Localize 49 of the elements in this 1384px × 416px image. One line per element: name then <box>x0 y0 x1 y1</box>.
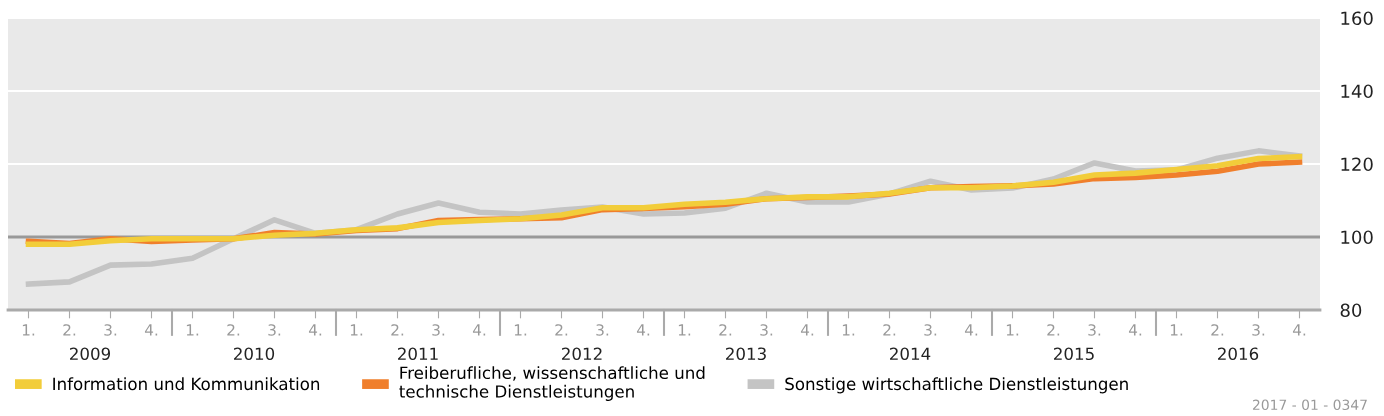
x-tick-label: 1. <box>842 324 855 336</box>
x-tick-label: 3. <box>1252 324 1265 336</box>
x-tick-label: 4. <box>1128 324 1142 336</box>
x-tick-label: 2. <box>719 324 732 336</box>
x-tick-label: 3. <box>268 324 281 336</box>
x-tick-label: 1. <box>22 324 35 336</box>
y-tick-label: 120 <box>1341 157 1373 172</box>
x-tick-label: 2. <box>63 324 76 336</box>
x-tick-label: 1. <box>1006 324 1019 336</box>
legend-label: Sonstige wirtschaftliche Dienstleistungen <box>785 377 1128 394</box>
x-tick-label: 3. <box>432 324 445 336</box>
y-tick-label: 160 <box>1341 11 1373 26</box>
text: 2011 <box>398 347 438 361</box>
x-tick-label: 4. <box>472 324 486 336</box>
x-tick-label: 4. <box>800 324 814 336</box>
text: 2016 <box>1218 347 1259 361</box>
y-tick-label: 140 <box>1341 84 1373 99</box>
x-tick-label: 2. <box>227 324 240 336</box>
x-tick-label: 3. <box>760 324 773 336</box>
x-tick-label: 4. <box>1292 324 1306 336</box>
x-tick-label: 4. <box>144 324 158 336</box>
text: 2010 <box>234 347 275 361</box>
x-tick-label: 4. <box>636 324 650 336</box>
x-tick-label: 2. <box>555 324 568 336</box>
legend-label: Information und Kommunikation <box>53 377 320 391</box>
x-tick-label: 3. <box>596 324 609 336</box>
x-tick-label: 2. <box>1047 324 1060 336</box>
x-tick-label: 1. <box>1170 324 1183 336</box>
x-tick-label: 3. <box>1088 324 1101 336</box>
text: 2012 <box>562 347 602 361</box>
x-tick-label: 1. <box>186 324 199 336</box>
x-tick-label: 4. <box>964 324 978 336</box>
legend-label: Freiberufliche, wissenschaftliche und technische Dienstleistungen <box>399 366 705 401</box>
y-tick-label: 100 <box>1341 230 1373 245</box>
text: 2013 <box>726 347 766 361</box>
x-tick-label: 2. <box>391 324 404 336</box>
text: 2009 <box>70 347 111 361</box>
x-tick-label: 3. <box>104 324 117 336</box>
x-tick-label: 1. <box>514 324 527 336</box>
x-tick-label: 4. <box>308 324 322 336</box>
text: 2017 - 01 - 0347 <box>1252 399 1367 411</box>
text: 2014 <box>890 347 931 361</box>
x-tick-label: 1. <box>678 324 691 336</box>
x-tick-label: 2. <box>1211 324 1224 336</box>
text: 2015 <box>1054 347 1094 361</box>
x-tick-label: 3. <box>924 324 937 336</box>
x-tick-label: 1. <box>350 324 363 336</box>
y-tick-label: 80 <box>1340 303 1362 318</box>
x-tick-label: 2. <box>883 324 896 336</box>
